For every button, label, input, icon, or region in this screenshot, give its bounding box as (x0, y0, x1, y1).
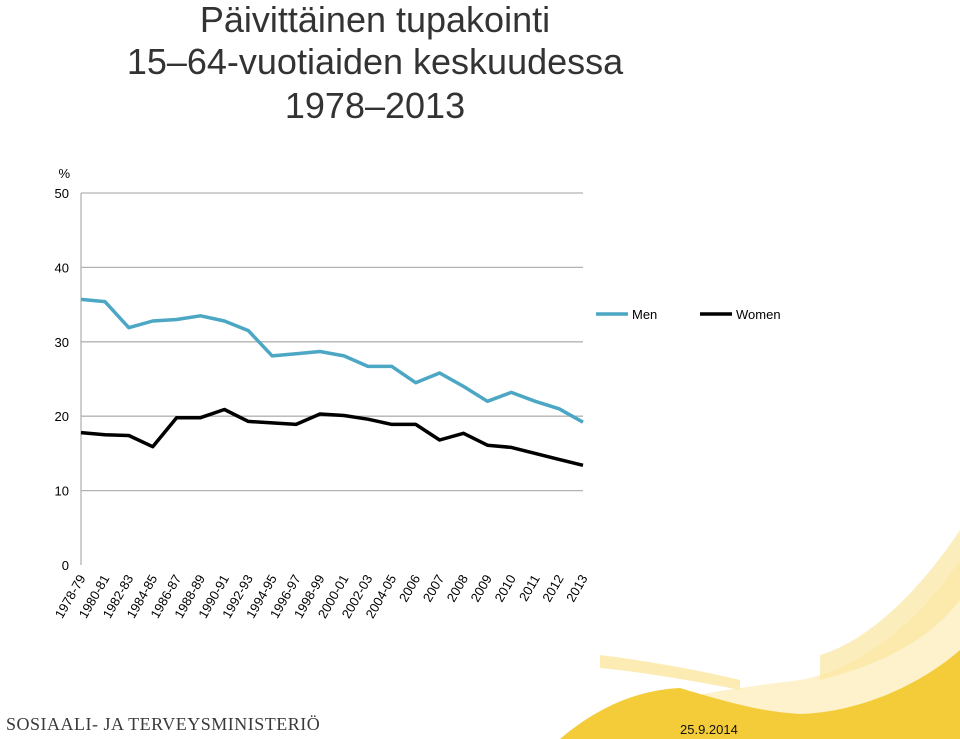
organization-name: SOSIAALI- JA TERVEYSMINISTERIÖ (6, 714, 321, 734)
y-tick-label: 0 (62, 558, 69, 573)
y-tick-label: 10 (55, 484, 69, 499)
series-line-men (80, 297, 584, 424)
line-chart: 0 10 20 30 40 50% 1978-791980-811982-831984-8… (52, 166, 781, 621)
x-tick-label: 2007 (420, 572, 447, 605)
legend-label-men: Men (632, 307, 657, 322)
y-axis: 0 10 20 30 40 50% (55, 166, 71, 573)
chart-title-line-3: 1978–2013 (284, 85, 466, 126)
x-tick-label: 2008 (444, 572, 471, 605)
x-tick-label: 2011 (516, 572, 543, 604)
x-tick-label: 2010 (491, 572, 518, 605)
x-tick-label: 2013 (563, 572, 590, 605)
series-lines (80, 297, 584, 467)
x-tick-label: 2006 (396, 572, 423, 605)
y-tick-label: 20 (55, 409, 69, 424)
x-tick-label: 2009 (468, 572, 495, 605)
legend: Men Women (596, 307, 781, 322)
y-tick-label: 30 (55, 335, 69, 350)
legend-label-women: Women (736, 307, 781, 322)
x-tick-label: 2012 (539, 572, 566, 605)
chart-title-line-1: Päivittäinen tupakointi (199, 0, 551, 40)
series-line-women (80, 407, 584, 467)
chart-title-line-2: 15–64-vuotiaiden keskuudessa (126, 41, 624, 82)
x-axis: 1978-791980-811982-831984-851986-871988-… (52, 572, 591, 621)
y-axis-label: % (58, 166, 70, 181)
y-tick-label: 40 (55, 260, 69, 275)
y-tick-label: 50 (55, 186, 69, 201)
grid-lines (80, 192, 583, 565)
footer-date: 25.9.2014 (680, 722, 738, 737)
